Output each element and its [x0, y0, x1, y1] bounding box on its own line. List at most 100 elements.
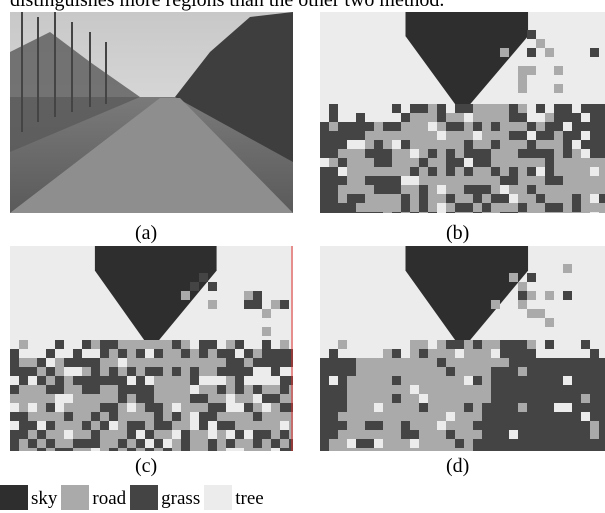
segment-cell — [509, 273, 518, 282]
segment-cell — [118, 367, 127, 376]
segment-cell — [338, 439, 347, 448]
segment-cell — [383, 194, 392, 203]
segment-cell — [536, 39, 545, 48]
segment-cell — [262, 439, 271, 448]
segment-cell — [410, 131, 419, 140]
segment-cell — [428, 104, 437, 113]
segment-cell — [446, 358, 455, 367]
segment-cell — [392, 203, 401, 212]
segment-cell — [401, 358, 410, 367]
segment-cell — [199, 421, 208, 430]
segment-cell — [419, 203, 428, 212]
segment-cell — [428, 403, 437, 412]
segment-cell — [280, 385, 289, 394]
segment-cell — [271, 412, 280, 421]
segment-cell — [401, 131, 410, 140]
segment-cell — [545, 122, 554, 131]
segment-cell — [464, 448, 473, 451]
segment-cell — [455, 203, 464, 212]
segment-cell — [581, 194, 590, 203]
segment-cell — [154, 421, 163, 430]
segment-cell — [473, 140, 482, 149]
segment-cell — [118, 430, 127, 439]
segment-cell — [356, 167, 365, 176]
segment-cell — [500, 358, 509, 367]
segment-cell — [455, 176, 464, 185]
segment-cell — [590, 358, 599, 367]
segment-cell — [500, 412, 509, 421]
segment-cell — [383, 358, 392, 367]
segment-cell — [572, 194, 581, 203]
segment-cell — [419, 358, 428, 367]
segment-cell — [82, 385, 91, 394]
segment-cell — [329, 176, 338, 185]
segment-cell — [253, 430, 262, 439]
segment-cell — [329, 203, 338, 212]
segment-cell — [190, 282, 199, 291]
segment-cell — [136, 376, 145, 385]
segment-cell — [509, 403, 518, 412]
segment-cell — [280, 340, 289, 349]
segment-cell — [338, 149, 347, 158]
segment-cell — [482, 412, 491, 421]
segment-cell — [437, 149, 446, 158]
segment-cell — [208, 367, 217, 376]
segment-cell — [383, 212, 392, 213]
segment-cell — [554, 212, 563, 213]
segment-cell — [482, 203, 491, 212]
segment-cell — [208, 412, 217, 421]
segment-cell — [464, 185, 473, 194]
segment-cell — [181, 358, 190, 367]
segment-cell — [437, 376, 446, 385]
segment-cell — [392, 194, 401, 203]
segment-cell — [410, 122, 419, 131]
segment-cell — [145, 421, 154, 430]
segment-cell — [100, 376, 109, 385]
segment-cell — [100, 430, 109, 439]
segment-cell — [199, 273, 208, 282]
segment-cell — [482, 149, 491, 158]
segment-cell — [581, 358, 590, 367]
segment-cell — [563, 439, 572, 448]
segment-cell — [19, 439, 28, 448]
segment-cell — [320, 194, 329, 203]
segment-cell — [329, 113, 338, 122]
segment-cell — [509, 167, 518, 176]
segment-cell — [118, 385, 127, 394]
legend-swatch — [204, 485, 232, 510]
segment-cell — [37, 430, 46, 439]
segment-cell — [473, 340, 482, 349]
segment-cell — [217, 412, 226, 421]
segment-cell — [329, 412, 338, 421]
segment-cell — [280, 376, 289, 385]
segment-cell — [572, 203, 581, 212]
segment-cell — [410, 394, 419, 403]
segment-cell — [10, 439, 19, 448]
segment-cell — [590, 149, 599, 158]
segment-cell — [581, 403, 590, 412]
segment-cell — [365, 122, 374, 131]
segment-cell — [109, 412, 118, 421]
segment-cell — [473, 439, 482, 448]
segment-cell — [365, 194, 374, 203]
segment-cell — [554, 385, 563, 394]
segment-cell — [356, 158, 365, 167]
segment-cell — [437, 122, 446, 131]
segment-cell — [253, 300, 262, 309]
segment-cell — [320, 430, 329, 439]
segment-cell — [91, 367, 100, 376]
segment-cell — [271, 394, 280, 403]
segment-cell — [172, 439, 181, 448]
segment-cell — [338, 403, 347, 412]
segment-cell — [172, 394, 181, 403]
segment-cell — [545, 318, 554, 327]
segment-cell — [172, 340, 181, 349]
segment-cell — [172, 349, 181, 358]
segment-cell — [365, 448, 374, 451]
segment-cell — [401, 394, 410, 403]
segment-cell — [599, 167, 605, 176]
segment-cell — [572, 430, 581, 439]
segment-cell — [253, 358, 262, 367]
segment-cell — [428, 421, 437, 430]
segment-cell — [190, 394, 199, 403]
